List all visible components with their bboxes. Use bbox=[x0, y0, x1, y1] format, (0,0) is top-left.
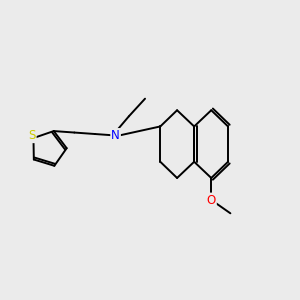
Text: N: N bbox=[111, 129, 120, 142]
Text: O: O bbox=[207, 194, 216, 207]
Text: S: S bbox=[28, 129, 36, 142]
